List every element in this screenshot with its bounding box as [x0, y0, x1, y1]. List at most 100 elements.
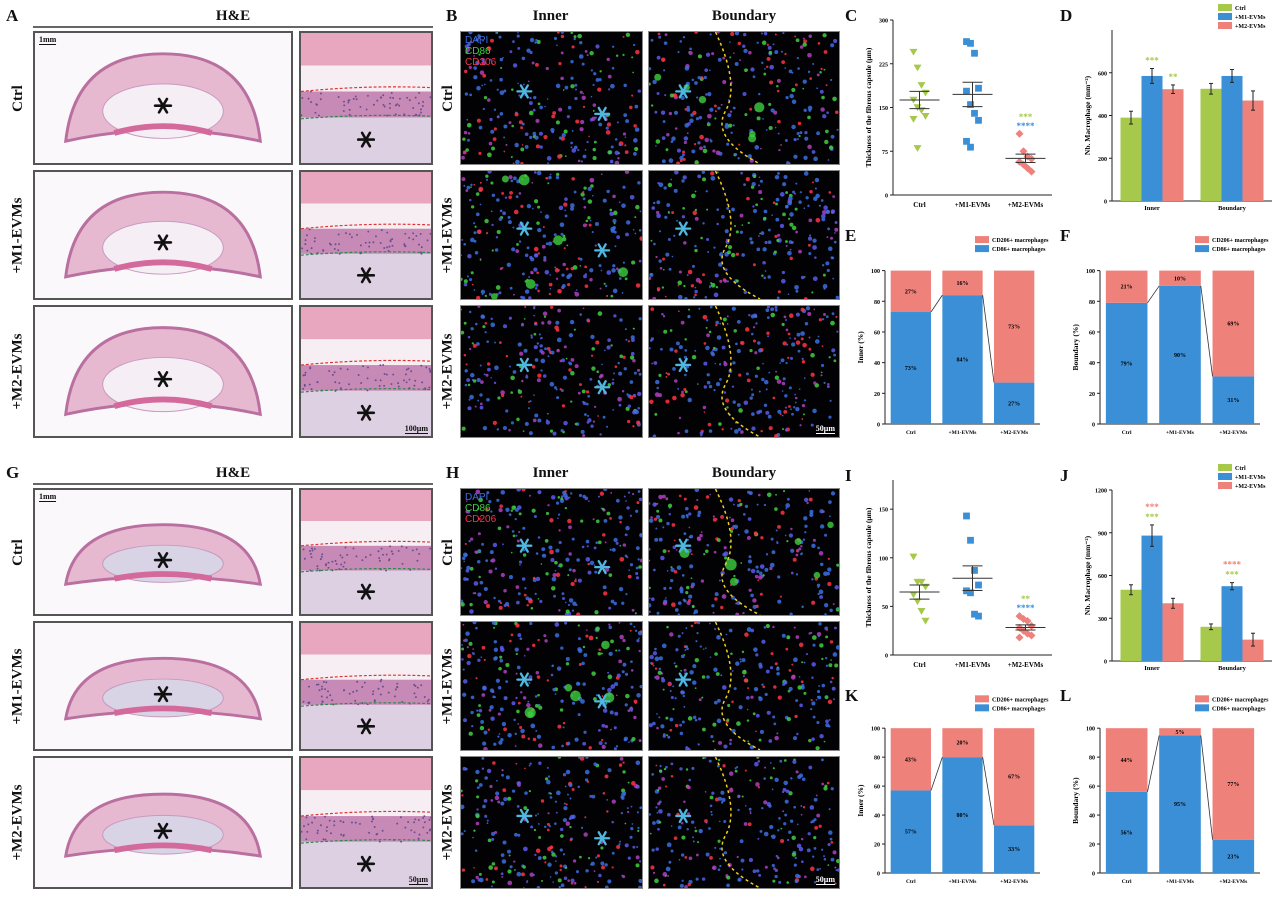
- tissue-fold: [113, 705, 213, 716]
- segment-label: 77%: [1227, 782, 1239, 788]
- y-tick-label: 0: [1104, 660, 1107, 666]
- connector-line: [930, 294, 943, 313]
- y-tick-label: 40: [1089, 361, 1095, 367]
- chart-svg: 0 20 40 60 80 100 Boundary (%) 56% 44% Ctrl 95% 5% +…: [1071, 695, 1269, 885]
- asterisk-marker-icon: [675, 808, 692, 824]
- scale-bar-label: 100μm: [404, 424, 428, 434]
- fluorescence-image: [648, 488, 840, 616]
- legend-swatch: [1218, 22, 1232, 29]
- x-tick-label: +M2-EVMs: [1219, 430, 1247, 436]
- channel-legend: DAPI CD86 CD206: [465, 35, 496, 68]
- x-tick-label: Boundary: [1218, 205, 1247, 212]
- stacked-bar-cd86: [1159, 735, 1201, 873]
- data-point-triangle: [917, 608, 926, 615]
- asterisk-marker-icon: [675, 672, 692, 687]
- data-point-square: [975, 581, 982, 589]
- data-point-diamond: [1015, 633, 1024, 642]
- x-tick-label: Ctrl: [1122, 879, 1132, 885]
- asterisk-marker-icon: [356, 131, 376, 148]
- y-tick-label: 100: [1086, 727, 1095, 733]
- significance-stars: ***: [1145, 502, 1159, 512]
- y-tick-label: 20: [1089, 843, 1095, 849]
- implant-boundary-line: [301, 567, 431, 573]
- segment-label: 43%: [905, 757, 917, 763]
- y-tick-label: 300: [879, 19, 888, 25]
- legend-swatch: [1218, 464, 1232, 471]
- x-tick-label: Ctrl: [913, 661, 925, 669]
- capsule-boundary-line: [301, 810, 431, 817]
- legend-swatch: [975, 695, 989, 703]
- connector-line: [1200, 735, 1213, 840]
- asterisk-marker-icon: [356, 718, 376, 735]
- fluorescence-image: [460, 756, 643, 889]
- bar: [1141, 535, 1163, 661]
- y-tick-label: 100: [871, 269, 880, 275]
- y-tick-label: 100: [879, 556, 888, 562]
- segment-label: 27%: [905, 289, 917, 295]
- asterisk-marker-icon: [153, 552, 173, 569]
- legend-label: CD206+ macrophages: [1212, 697, 1269, 703]
- y-axis-label: Boundary (%): [1071, 777, 1080, 824]
- row-label: +M2-EVMs: [6, 305, 30, 438]
- data-point-triangle: [921, 113, 930, 120]
- y-tick-label: 0: [885, 194, 888, 200]
- row-label-text: +M1-EVMs: [439, 647, 456, 725]
- he-overview-image: [33, 305, 293, 438]
- x-tick-label: +M1-EVMs: [949, 879, 977, 885]
- column-header-inner: Inner: [532, 465, 569, 481]
- asterisk-marker-icon: [356, 404, 376, 421]
- legend-label: +M1-EVMs: [1235, 475, 1266, 481]
- significance-stars: ***: [1145, 512, 1159, 522]
- asterisk-marker-icon: [356, 267, 376, 284]
- data-point-diamond: [1027, 167, 1036, 176]
- bar: [1200, 88, 1222, 201]
- panel-label-f: F: [1060, 226, 1071, 245]
- bar: [1242, 639, 1264, 661]
- chart-panel-e: E 0 20 40 60 80 100 Inner (%) 73% 27% Ctrl 84% 16% +M…: [845, 220, 1060, 450]
- segment-label: 56%: [1121, 830, 1133, 836]
- asterisk-marker-icon: [516, 672, 533, 687]
- legend-label: CD206+ macrophages: [992, 697, 1049, 703]
- fluorescence-image: 50μm: [648, 756, 840, 889]
- capsule-boundary-line: [301, 674, 431, 681]
- boundary-dashed-line: [714, 489, 761, 615]
- fluorescence-image: [648, 170, 840, 300]
- asterisk-marker-icon: [153, 97, 173, 114]
- asterisk-marker-icon: [594, 106, 611, 121]
- capsule-boundary-line: [301, 359, 431, 366]
- legend-swatch: [1195, 245, 1209, 253]
- segment-label: 84%: [957, 358, 969, 364]
- segment-label: 5%: [1176, 730, 1185, 736]
- row-label-text: +M2-EVMs: [439, 333, 456, 410]
- data-point-square: [963, 137, 970, 145]
- data-point-diamond: [1027, 154, 1036, 163]
- x-tick-label: +M2-EVMs: [1000, 430, 1028, 436]
- row-label-text: +M2-EVMs: [9, 333, 26, 410]
- column-header-inner: Inner: [532, 8, 569, 24]
- y-tick-label: 150: [879, 106, 888, 112]
- asterisk-marker-icon: [594, 831, 611, 846]
- data-point-square: [967, 143, 974, 151]
- legend-swatch: [1218, 482, 1232, 489]
- panel-label-h: H: [446, 463, 460, 482]
- legend-label: CD206+ macrophages: [992, 238, 1049, 244]
- data-point-square: [971, 567, 978, 574]
- segment-label: 27%: [1008, 401, 1020, 407]
- data-point-diamond: [1023, 616, 1032, 625]
- he-title-top: H&E: [215, 8, 251, 24]
- asterisk-marker-icon: [516, 84, 533, 99]
- significance-stars: **: [1169, 72, 1179, 82]
- scale-bar-label: 50μm: [815, 875, 835, 885]
- segment-label: 21%: [1121, 285, 1133, 291]
- he-zoom-image: [299, 488, 433, 616]
- y-tick-label: 0: [877, 872, 880, 878]
- panel-label-k: K: [845, 686, 859, 705]
- fluorescence-image: [460, 621, 643, 751]
- implant-boundary-line: [301, 839, 431, 844]
- x-tick-label: Inner: [1144, 665, 1160, 672]
- x-tick-label: Boundary: [1218, 665, 1247, 672]
- legend-label: CD206+ macrophages: [1212, 238, 1269, 244]
- data-point-square: [963, 512, 970, 520]
- row-label-text: Ctrl: [9, 84, 26, 112]
- significance-stars: ****: [1017, 603, 1036, 613]
